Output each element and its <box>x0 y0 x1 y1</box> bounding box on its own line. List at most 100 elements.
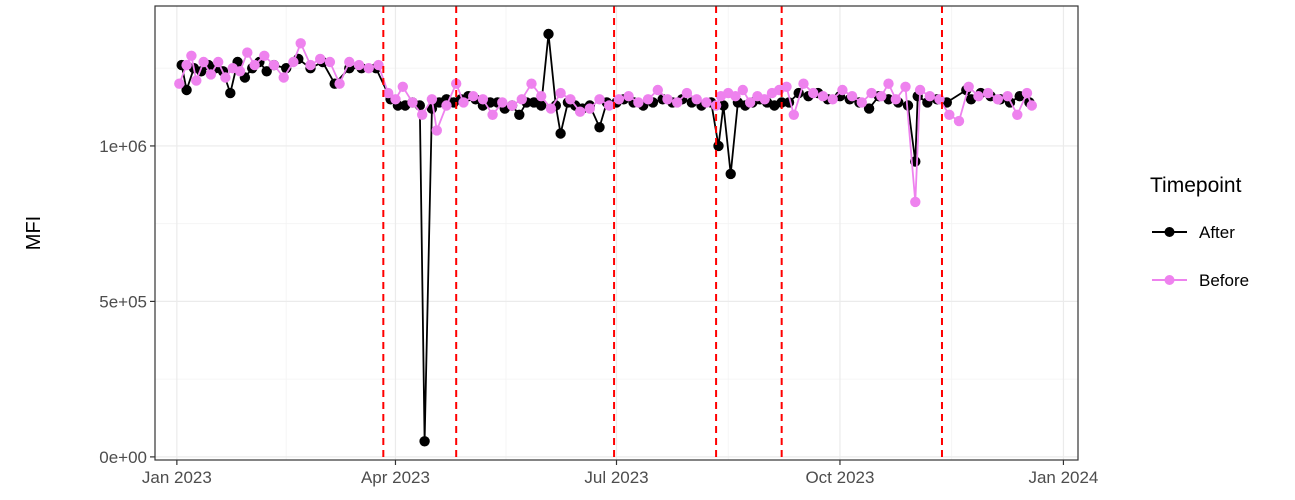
data-point-before <box>487 109 498 121</box>
data-point-after <box>419 436 430 447</box>
data-point-after <box>594 122 605 133</box>
x-tick-label: Jul 2023 <box>584 468 648 487</box>
data-point-before <box>536 91 547 102</box>
data-point-before <box>973 91 984 102</box>
data-point-before <box>315 53 326 65</box>
data-point-before <box>808 87 819 99</box>
data-point-before <box>623 91 634 102</box>
data-point-before <box>417 109 428 121</box>
data-point-before <box>565 94 576 105</box>
data-point-before <box>900 81 911 93</box>
data-point-before <box>982 87 994 99</box>
data-point-before <box>604 100 615 111</box>
data-point-before <box>191 75 202 86</box>
x-tick-label: Oct 2023 <box>805 468 874 487</box>
series-line-after <box>180 33 1030 443</box>
data-point-before <box>1012 109 1023 121</box>
data-point-before <box>662 94 673 105</box>
data-point-before <box>883 78 894 89</box>
data-point-before <box>744 97 756 108</box>
y-tick-label: 1e+06 <box>99 137 147 156</box>
x-tick-label: Apr 2023 <box>361 468 430 487</box>
data-point-before <box>992 94 1003 105</box>
data-point-before <box>516 94 527 105</box>
reference-lines <box>382 6 943 460</box>
data-point-before <box>186 50 197 61</box>
data-point-after <box>718 100 729 111</box>
data-point-before <box>198 56 209 68</box>
data-point-before <box>924 91 935 102</box>
data-point-before <box>295 38 306 49</box>
data-point-before <box>506 100 518 111</box>
data-point-before <box>220 72 231 83</box>
data-point-before <box>781 81 792 93</box>
data-point-before <box>181 59 192 71</box>
data-point-before <box>890 94 901 105</box>
data-point-before <box>846 91 858 102</box>
y-axis: 0e+00 5e+05 1e+06 <box>99 137 155 467</box>
data-point-before <box>268 59 280 71</box>
data-point-after <box>863 103 875 114</box>
data-point-before <box>497 97 508 108</box>
legend-label-after: After <box>1199 223 1235 242</box>
legend: Timepoint After Before <box>1150 174 1249 290</box>
y-tick-label: 5e+05 <box>99 292 147 311</box>
data-point-before <box>817 91 829 102</box>
data-point-before <box>305 59 316 71</box>
data-point-before <box>334 78 345 89</box>
data-point-before <box>788 109 799 121</box>
data-point-before <box>545 103 557 114</box>
data-point-before <box>963 81 974 93</box>
data-point-before <box>584 103 595 114</box>
data-point-before <box>1002 91 1013 102</box>
data-point-after <box>713 140 724 152</box>
data-point-before <box>730 91 741 102</box>
data-point-before <box>288 56 299 68</box>
legend-item-before: Before <box>1152 271 1249 290</box>
data-point-before <box>866 87 877 99</box>
legend-item-after: After <box>1152 223 1235 242</box>
data-point-before <box>441 100 452 111</box>
data-point-before <box>458 97 469 108</box>
data-point-before <box>633 97 644 108</box>
data-point-after <box>902 100 914 111</box>
data-point-before <box>759 94 770 105</box>
data-point-after <box>536 100 547 111</box>
data-point-before <box>701 97 712 108</box>
y-axis-title: MFI <box>23 216 45 250</box>
series-layer <box>174 28 1038 447</box>
data-point-before <box>373 59 384 71</box>
series-before <box>174 38 1038 208</box>
data-point-after <box>225 87 236 99</box>
data-point-before <box>1026 100 1038 111</box>
data-point-before <box>397 81 408 93</box>
data-point-before <box>426 94 438 105</box>
y-tick-label: 0e+00 <box>99 448 147 467</box>
data-point-before <box>383 87 394 99</box>
data-point-before <box>934 94 945 105</box>
data-point-after <box>181 84 192 96</box>
data-point-before <box>213 56 224 68</box>
data-point-before <box>944 109 955 121</box>
legend-key-before-point <box>1164 275 1175 285</box>
data-point-before <box>827 94 838 105</box>
data-point-before <box>390 94 401 105</box>
data-point-before <box>278 72 289 83</box>
data-point-before <box>672 97 683 108</box>
data-point-before <box>652 84 663 96</box>
data-point-before <box>353 59 365 71</box>
data-point-before <box>555 87 566 99</box>
data-point-before <box>324 56 336 68</box>
x-tick-label: Jan 2024 <box>1028 468 1098 487</box>
data-point-before <box>1021 87 1033 99</box>
data-point-after <box>514 109 525 121</box>
data-point-before <box>642 94 654 105</box>
data-point-before <box>574 106 586 117</box>
data-point-before <box>837 84 848 96</box>
data-point-before <box>594 94 605 105</box>
data-point-before <box>363 62 374 74</box>
legend-title: Timepoint <box>1150 174 1242 197</box>
data-point-before <box>477 94 489 105</box>
data-point-before <box>174 78 185 89</box>
data-point-before <box>798 78 809 89</box>
